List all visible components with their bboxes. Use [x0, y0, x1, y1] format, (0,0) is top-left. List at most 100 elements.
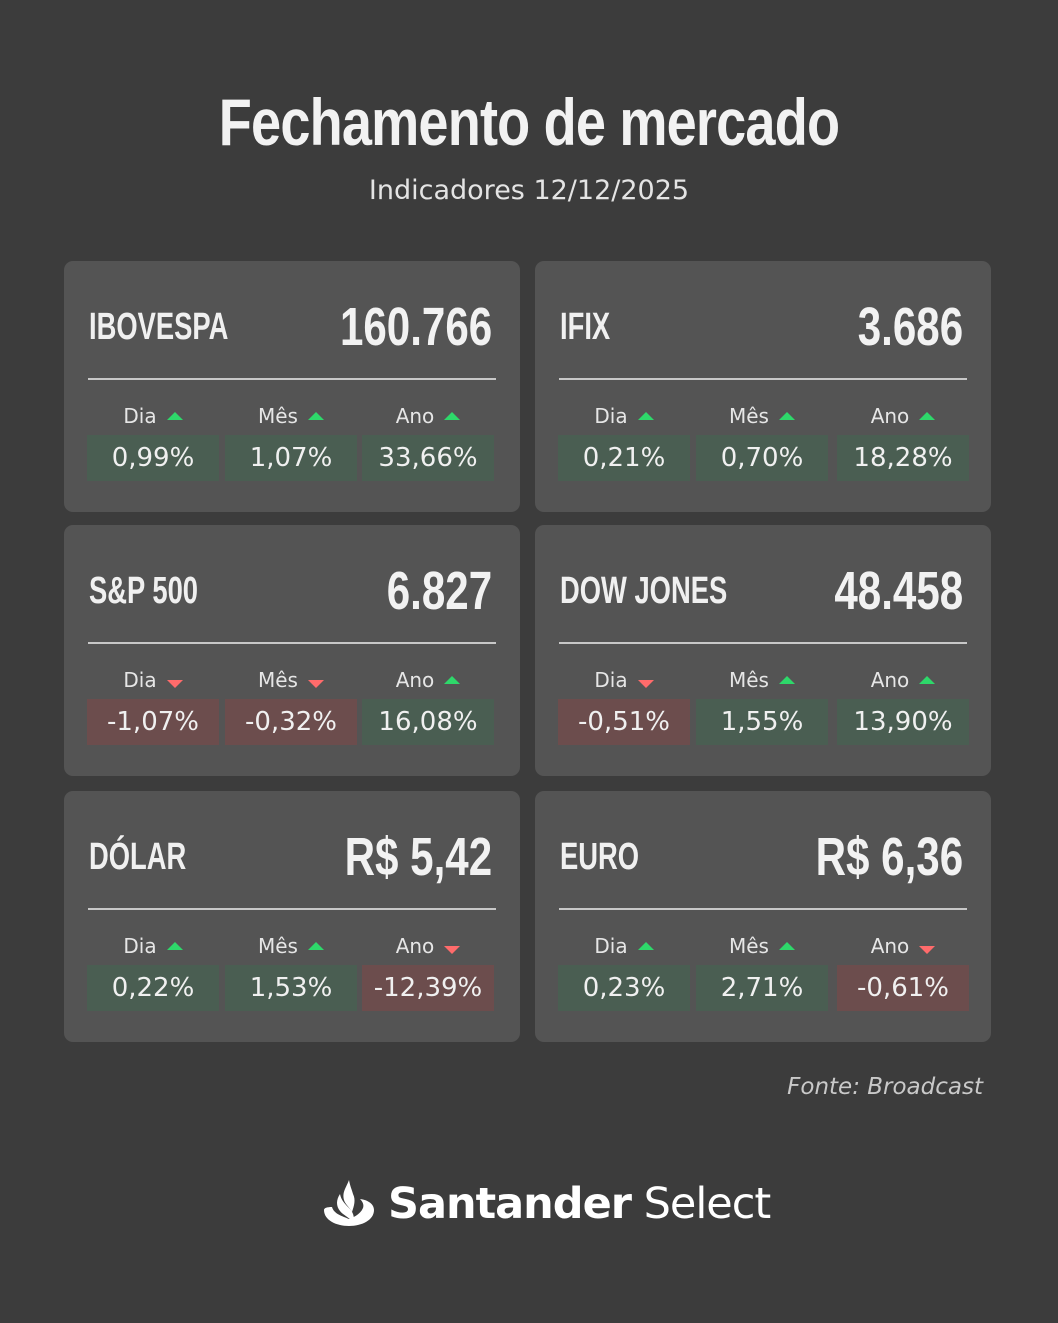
- card-value: R$ 6,36: [815, 827, 963, 887]
- divider: [559, 378, 967, 380]
- card-name: DOW JONES: [560, 570, 728, 612]
- metric-label: Mês: [258, 668, 298, 692]
- divider: [559, 642, 967, 644]
- metric-mes: Mês 0,70%: [696, 401, 828, 495]
- card-value: 3.686: [857, 297, 963, 357]
- arrow-up-icon: [307, 941, 324, 950]
- metric-value: 18,28%: [837, 435, 969, 481]
- metric-mes: Mês 1,07%: [225, 401, 357, 495]
- arrow-up-icon: [637, 941, 654, 950]
- metric-dia: Dia 0,99%: [87, 401, 219, 495]
- metric-value: 1,55%: [696, 699, 828, 745]
- arrow-up-icon: [778, 411, 795, 420]
- metric-value: 2,71%: [696, 965, 828, 1011]
- arrow-down-icon: [307, 679, 324, 688]
- card-name: S&P 500: [89, 570, 199, 612]
- santander-select-logo: Santander Select: [322, 1178, 772, 1230]
- metric-dia: Dia -1,07%: [87, 665, 219, 759]
- card-value: 6.827: [386, 561, 492, 621]
- metric-value: 0,99%: [87, 435, 219, 481]
- card-value: 48.458: [834, 561, 963, 621]
- brand-select: Select: [643, 1179, 772, 1229]
- metric-value: 0,21%: [558, 435, 690, 481]
- divider: [88, 378, 496, 380]
- metric-dia: Dia 0,23%: [558, 931, 690, 1025]
- indicator-card-sp500: S&P 500 6.827 Dia -1,07% Mês -0,32% Ano 16,…: [64, 525, 520, 776]
- metric-mes: Mês 2,71%: [696, 931, 828, 1025]
- metric-value: -0,32%: [225, 699, 357, 745]
- divider: [559, 908, 967, 910]
- metric-label: Dia: [123, 668, 157, 692]
- arrow-up-icon: [778, 675, 795, 684]
- arrow-up-icon: [166, 941, 183, 950]
- page-subtitle: Indicadores 12/12/2025: [368, 175, 690, 206]
- metric-label: Ano: [395, 668, 435, 692]
- arrow-up-icon: [919, 411, 936, 420]
- metric-dia: Dia 0,22%: [87, 931, 219, 1025]
- card-name: EURO: [560, 836, 640, 878]
- metric-value: -12,39%: [362, 965, 494, 1011]
- arrow-up-icon: [444, 411, 461, 420]
- metric-label: Dia: [123, 934, 157, 958]
- arrow-up-icon: [166, 411, 183, 420]
- indicator-card-euro: EURO R$ 6,36 Dia 0,23% Mês 2,71% Ano -0,61%: [535, 791, 991, 1042]
- metric-label: Dia: [123, 404, 157, 428]
- metric-value: 0,70%: [696, 435, 828, 481]
- metric-value: 13,90%: [837, 699, 969, 745]
- source-note: Fonte: Broadcast: [787, 1074, 983, 1100]
- metric-label: Mês: [729, 668, 769, 692]
- metric-ano: Ano -12,39%: [362, 931, 494, 1025]
- metric-value: 0,23%: [558, 965, 690, 1011]
- metric-label: Ano: [870, 934, 910, 958]
- metric-label: Mês: [729, 404, 769, 428]
- card-name: IFIX: [560, 306, 611, 348]
- metric-label: Mês: [729, 934, 769, 958]
- metric-label: Ano: [395, 934, 435, 958]
- metric-label: Dia: [594, 668, 628, 692]
- metric-value: 1,07%: [225, 435, 357, 481]
- arrow-down-icon: [919, 945, 936, 954]
- metric-mes: Mês 1,53%: [225, 931, 357, 1025]
- arrow-down-icon: [637, 679, 654, 688]
- metric-ano: Ano 33,66%: [362, 401, 494, 495]
- card-value: R$ 5,42: [344, 827, 492, 887]
- arrow-up-icon: [307, 411, 324, 420]
- metric-label: Ano: [870, 404, 910, 428]
- metric-label: Dia: [594, 934, 628, 958]
- santander-flame-icon: [324, 1180, 374, 1226]
- metric-label: Dia: [594, 404, 628, 428]
- card-name: DÓLAR: [89, 836, 187, 878]
- metric-value: -1,07%: [87, 699, 219, 745]
- card-name: IBOVESPA: [89, 306, 229, 348]
- arrow-up-icon: [778, 941, 795, 950]
- indicator-card-ifix: IFIX 3.686 Dia 0,21% Mês 0,70% Ano 18,28%: [535, 261, 991, 512]
- indicator-card-dolar: DÓLAR R$ 5,42 Dia 0,22% Mês 1,53% Ano -12,3…: [64, 791, 520, 1042]
- metric-ano: Ano 18,28%: [837, 401, 969, 495]
- brand-name: Santander Select: [388, 1179, 772, 1229]
- brand-santander: Santander: [388, 1179, 632, 1229]
- metric-dia: Dia 0,21%: [558, 401, 690, 495]
- metric-value: 33,66%: [362, 435, 494, 481]
- metric-ano: Ano 16,08%: [362, 665, 494, 759]
- arrow-up-icon: [637, 411, 654, 420]
- divider: [88, 642, 496, 644]
- footer: Santander Select: [0, 1178, 1058, 1242]
- metric-dia: Dia -0,51%: [558, 665, 690, 759]
- metric-mes: Mês -0,32%: [225, 665, 357, 759]
- metric-value: -0,61%: [837, 965, 969, 1011]
- metric-label: Ano: [870, 668, 910, 692]
- page-title: Fechamento de mercado: [218, 85, 840, 159]
- indicator-card-dow-jones: DOW JONES 48.458 Dia -0,51% Mês 1,55% Ano 1…: [535, 525, 991, 776]
- metric-value: 0,22%: [87, 965, 219, 1011]
- card-value: 160.766: [339, 297, 492, 357]
- metric-mes: Mês 1,55%: [696, 665, 828, 759]
- arrow-down-icon: [444, 945, 461, 954]
- metric-value: 16,08%: [362, 699, 494, 745]
- metric-label: Mês: [258, 934, 298, 958]
- metric-label: Ano: [395, 404, 435, 428]
- metric-label: Mês: [258, 404, 298, 428]
- metric-value: 1,53%: [225, 965, 357, 1011]
- metric-ano: Ano 13,90%: [837, 665, 969, 759]
- indicator-card-ibovespa: IBOVESPA 160.766 Dia 0,99% Mês 1,07% Ano 33…: [64, 261, 520, 512]
- arrow-up-icon: [919, 675, 936, 684]
